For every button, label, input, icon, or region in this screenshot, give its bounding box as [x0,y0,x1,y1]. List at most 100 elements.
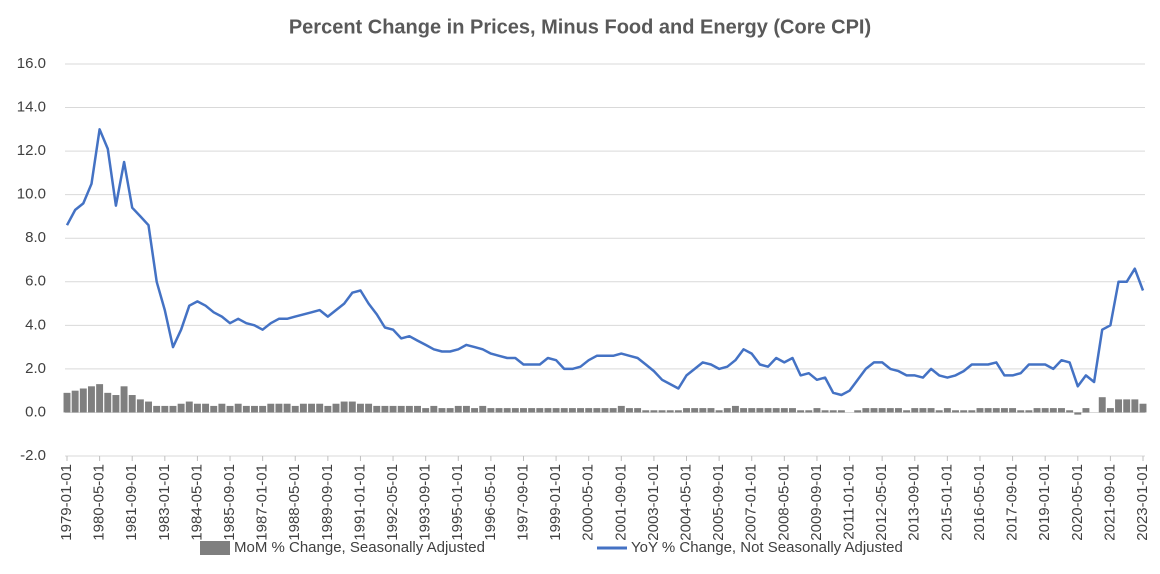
bar [422,408,430,413]
x-tick-label: 1980-05-01 [91,464,108,541]
bar [1082,408,1090,413]
bar [87,386,95,413]
x-tick-label: 2011-01-01 [841,464,858,540]
bar [283,403,291,413]
bar [1049,408,1057,413]
x-tick-label: 2001-09-01 [612,464,629,541]
bar [797,410,805,413]
bar [1115,399,1123,413]
bar [666,410,674,413]
bar [1139,403,1147,413]
bar [1123,399,1131,413]
x-tick-label: 1991-01-01 [351,464,368,541]
bar [1033,408,1041,413]
bar [723,408,731,413]
bar [389,405,397,413]
bar [487,408,495,413]
x-tick-label: 2023-01-01 [1134,464,1151,541]
x-tick-label: 1979-01-01 [58,464,75,541]
legend-label: MoM % Change, Seasonally Adjusted [234,539,485,556]
bar [161,405,169,413]
line [65,128,1145,397]
y-tick-label: 2.0 [25,360,46,377]
bar [193,403,201,413]
bar [903,410,911,413]
bar [837,410,845,413]
bar [536,408,544,413]
bar [348,401,356,413]
bar [870,408,878,413]
y-tick-label: 12.0 [17,142,46,159]
bar [585,408,593,413]
bar [471,408,479,413]
y-tick-label: 8.0 [25,229,46,246]
bar [226,405,234,413]
x-tick-label: 1999-01-01 [547,464,564,541]
bar [674,410,682,413]
bar [430,405,438,413]
x-tick-label: 1995-01-01 [449,464,466,541]
bar [593,408,601,413]
bar [79,388,87,413]
bar [356,403,364,413]
x-tick-label: 1981-09-01 [123,464,140,541]
bar [1131,399,1139,413]
bar [691,408,699,413]
bar [136,399,144,413]
x-tick-label: 2007-01-01 [743,464,760,541]
bar [316,403,324,413]
bar [503,408,511,413]
bar [976,408,984,413]
bar [234,403,242,413]
bar [479,405,487,413]
bar [560,408,568,413]
x-tick-label: 2013-09-01 [906,464,923,541]
bar [495,408,503,413]
bar [210,405,218,413]
bar [405,405,413,413]
bar [446,408,454,413]
x-tick-label: 2021-09-01 [1101,464,1118,541]
bar [1000,408,1008,413]
bar [699,408,707,413]
bar [854,410,862,413]
x-tick-label: 1985-09-01 [221,464,238,541]
bar [984,408,992,413]
bar [373,405,381,413]
x-tick-label: 2005-09-01 [710,464,727,541]
bar [397,405,405,413]
x-tick-label: 2000-05-01 [580,464,597,541]
bar [772,408,780,413]
y-tick-label: 10.0 [17,186,46,203]
bar [1074,412,1082,415]
bar [683,408,690,413]
bar [128,395,136,413]
bar [120,386,128,413]
bar [291,405,299,413]
bar [299,403,307,413]
x-tick-label: 2008-05-01 [775,464,792,541]
bar [202,403,210,413]
bar [520,408,527,413]
bar [332,403,340,413]
bar [577,408,585,413]
x-tick-label: 2012-05-01 [873,464,890,541]
bar [145,401,152,413]
y-tick-label: -2.0 [20,447,46,464]
bar [528,408,536,413]
bar [169,405,177,413]
x-tick-label: 1997-09-01 [514,464,531,541]
bar [992,408,1000,413]
bar [935,410,943,413]
bar [267,403,275,413]
bar [642,410,650,413]
bar [886,408,894,413]
bar [259,405,267,413]
bar [1041,408,1049,413]
x-tick-label: 2004-05-01 [677,464,694,541]
bar [1098,397,1106,413]
bar [960,410,968,413]
bar [340,401,348,413]
y-tick-label: 4.0 [25,316,46,333]
